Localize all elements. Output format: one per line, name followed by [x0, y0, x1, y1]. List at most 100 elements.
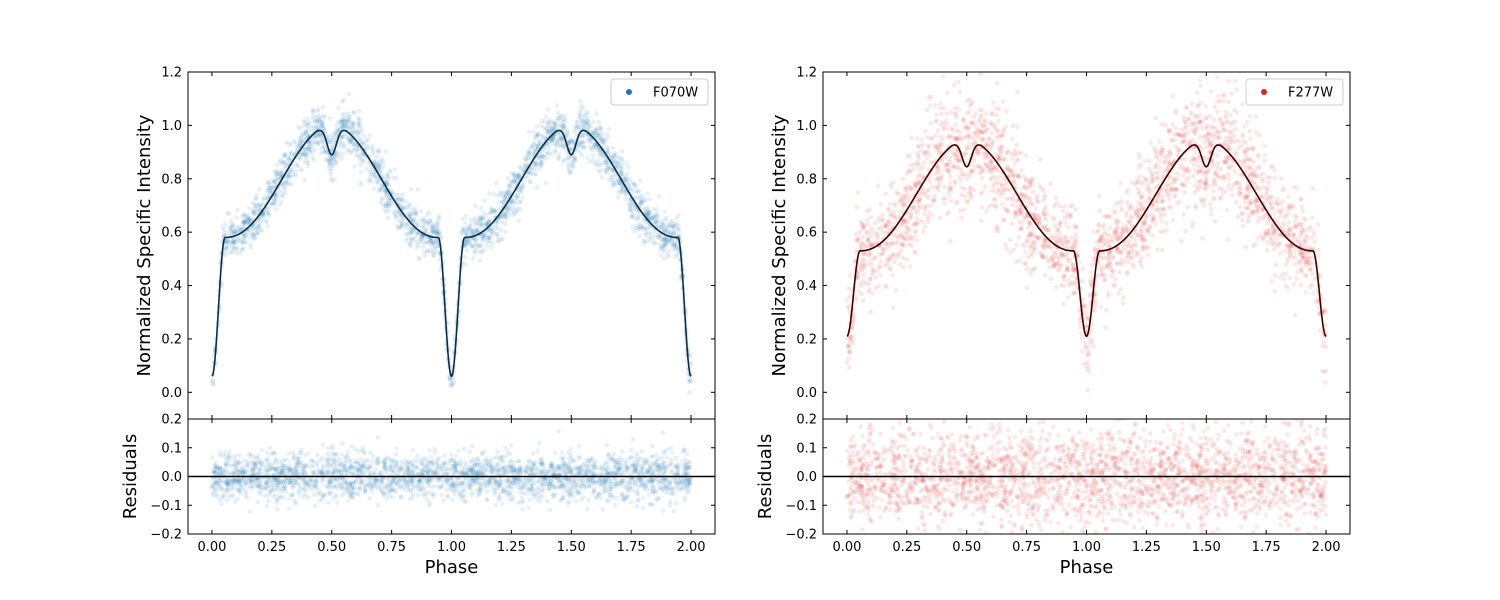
data-point [358, 179, 363, 185]
data-point [562, 113, 567, 119]
data-point [651, 239, 657, 245]
data-point [260, 212, 266, 218]
data-point [665, 226, 670, 231]
data-point [637, 196, 643, 202]
data-point [673, 244, 679, 250]
data-point [472, 242, 478, 248]
data-point [653, 219, 658, 225]
data-point [627, 206, 633, 211]
data-point [482, 230, 488, 236]
residual-point [578, 485, 584, 491]
residual-point [263, 464, 269, 470]
data-point [300, 132, 306, 137]
residual-point [286, 506, 292, 512]
residual-point [551, 495, 556, 500]
residual-point [287, 468, 293, 474]
residual-point [462, 488, 467, 494]
residual-point [229, 470, 235, 476]
data-point [552, 122, 558, 127]
data-point [534, 185, 540, 190]
data-point [409, 230, 414, 235]
data-point [246, 218, 251, 224]
data-point [229, 239, 235, 244]
data-point [574, 147, 580, 153]
data-point [610, 173, 615, 179]
residual-point [532, 494, 537, 500]
data-point [625, 183, 631, 189]
data-point [557, 122, 563, 127]
data-point [273, 173, 278, 178]
data-point [638, 193, 644, 199]
residual-point [451, 471, 457, 477]
data-point [275, 171, 280, 177]
data-point [596, 130, 602, 136]
residual-point [498, 457, 503, 462]
data-point [568, 138, 574, 143]
data-point [619, 148, 625, 154]
data-point [591, 144, 597, 150]
data-point [561, 116, 566, 122]
data-point [617, 162, 622, 167]
data-point [600, 160, 606, 166]
data-point [475, 216, 481, 222]
data-point [401, 205, 406, 211]
data-point [468, 229, 474, 235]
residual-point [339, 493, 345, 499]
data-point [388, 201, 394, 206]
residual-point [306, 486, 312, 492]
data-point [554, 140, 560, 145]
data-point [536, 132, 541, 137]
data-point [448, 381, 454, 387]
data-point [235, 207, 240, 213]
data-point [512, 172, 517, 177]
data-point [503, 196, 509, 202]
data-point [268, 185, 273, 191]
data-point [517, 165, 522, 170]
data-point [536, 167, 542, 172]
data-point [270, 185, 275, 191]
data-point [662, 241, 668, 247]
residual-point [292, 479, 298, 484]
residual-point [646, 492, 652, 497]
data-point [383, 209, 389, 215]
residual-point [549, 464, 554, 469]
data-point [515, 176, 520, 182]
data-point [311, 134, 317, 140]
data-point [633, 189, 638, 195]
data-point [243, 214, 248, 219]
data-point [279, 172, 284, 177]
data-point [643, 230, 648, 236]
data-point [307, 147, 313, 153]
data-point [469, 226, 475, 232]
data-point [523, 164, 528, 169]
residual-point [315, 452, 320, 458]
residual-point [448, 467, 454, 472]
data-point [226, 211, 232, 216]
residual-point [627, 479, 633, 485]
residual-point [495, 463, 500, 468]
data-point [533, 164, 538, 170]
data-point [479, 216, 485, 222]
data-point [596, 134, 602, 140]
data-point [344, 148, 350, 153]
data-point [470, 229, 475, 234]
data-point [632, 228, 637, 234]
data-point [406, 202, 411, 208]
data-point [531, 141, 537, 146]
residual-point [664, 455, 669, 460]
data-point [316, 140, 322, 146]
data-point [302, 118, 307, 123]
residual-point [531, 480, 537, 485]
data-point [318, 132, 324, 137]
data-point [601, 137, 607, 142]
data-point [559, 136, 564, 142]
data-point [360, 142, 366, 147]
data-point [526, 129, 532, 135]
data-point [513, 198, 518, 204]
data-point [431, 229, 436, 234]
data-point [231, 240, 236, 245]
data-point [481, 215, 486, 221]
data-point [321, 149, 327, 155]
residual-point [669, 485, 674, 491]
data-point [335, 128, 341, 133]
